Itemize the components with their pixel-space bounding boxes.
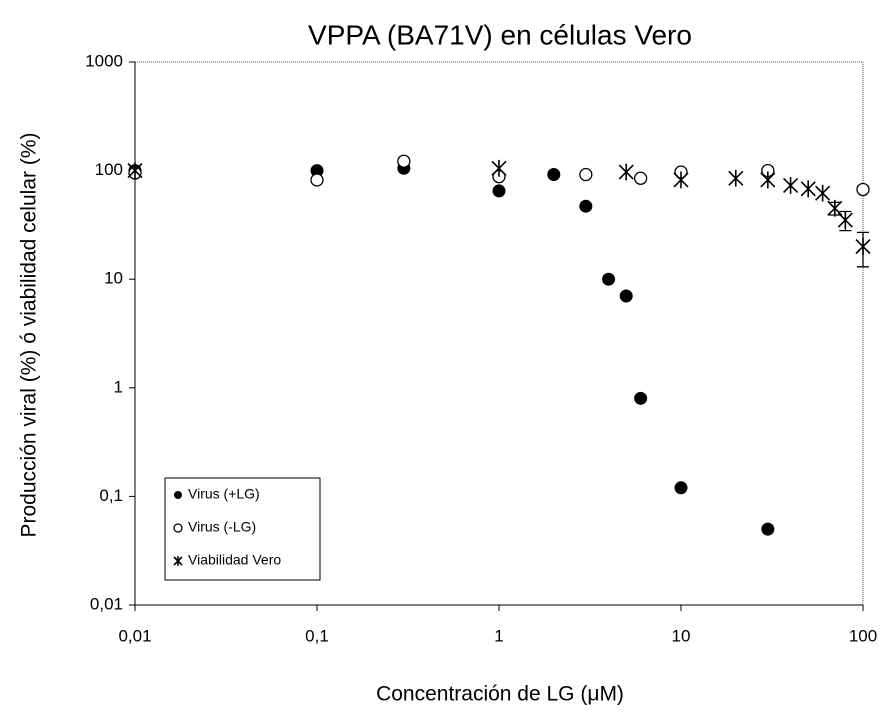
y-tick-label: 0,01 xyxy=(90,594,123,613)
x-tick-label: 0,1 xyxy=(305,626,329,645)
point xyxy=(815,184,831,202)
chart-title: VPPA (BA71V) en células Vero xyxy=(308,19,692,50)
point xyxy=(855,238,871,255)
point xyxy=(602,272,616,286)
y-tick-label: 10 xyxy=(104,269,123,288)
y-tick-label: 100 xyxy=(95,160,123,179)
point xyxy=(674,481,688,495)
point xyxy=(761,522,775,536)
point xyxy=(619,289,633,303)
y-tick-label: 1000 xyxy=(85,51,123,70)
point xyxy=(800,180,816,198)
point xyxy=(492,184,506,198)
legend-box xyxy=(164,477,321,581)
point xyxy=(760,171,776,189)
point xyxy=(634,391,648,405)
x-tick-label: 1 xyxy=(494,626,503,645)
point xyxy=(618,163,634,181)
legend-label: Virus (-LG) xyxy=(188,519,256,535)
x-tick-label: 100 xyxy=(849,626,877,645)
y-tick-label: 1 xyxy=(114,377,123,396)
point xyxy=(579,167,593,182)
point xyxy=(673,171,689,189)
y-tick-label: 0,1 xyxy=(99,486,123,505)
point xyxy=(397,154,411,168)
legend-marker xyxy=(173,556,183,566)
point xyxy=(837,211,853,229)
y-axis-label: Producción viral (%) ó viabilidad celula… xyxy=(18,133,41,538)
point xyxy=(491,159,507,177)
point xyxy=(728,169,744,187)
point xyxy=(547,168,561,182)
x-tick-label: 10 xyxy=(672,626,691,645)
point xyxy=(310,173,324,187)
x-axis-label: Concentración de LG (μM) xyxy=(376,683,624,706)
legend-marker xyxy=(173,523,183,533)
legend-marker xyxy=(174,491,182,499)
point xyxy=(633,171,648,185)
x-tick-label: 0,01 xyxy=(118,626,151,645)
point xyxy=(856,182,870,197)
point xyxy=(127,162,143,179)
point xyxy=(827,199,843,217)
point xyxy=(783,177,799,194)
legend-label: Virus (+LG) xyxy=(188,486,260,502)
point xyxy=(579,199,593,213)
legend-label: Viabilidad Vero xyxy=(188,552,281,568)
